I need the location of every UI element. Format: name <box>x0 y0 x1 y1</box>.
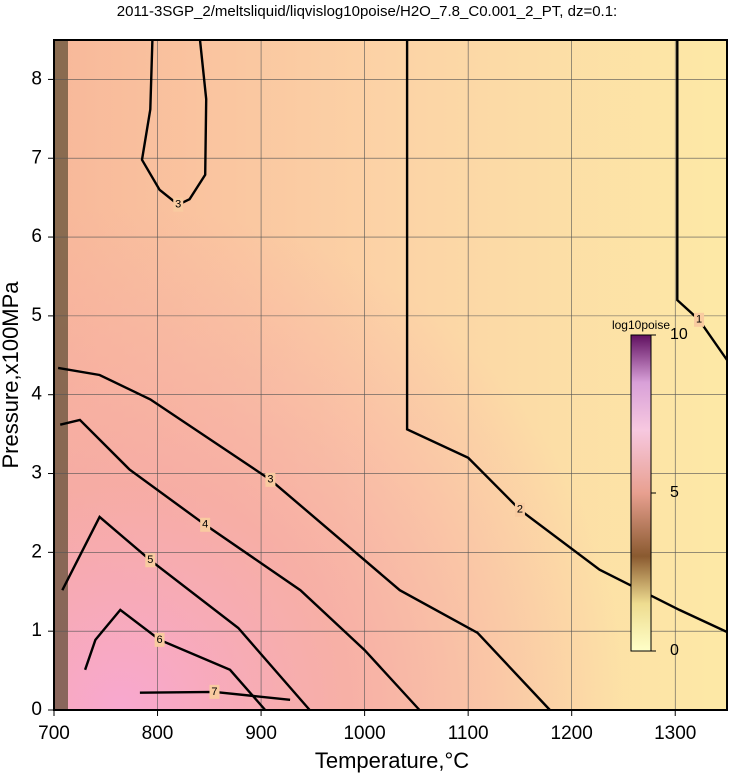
contour-label-bg <box>514 502 525 517</box>
colorbar <box>630 334 652 652</box>
x-tick-label: 900 <box>245 723 277 744</box>
x-tick-label: 800 <box>142 723 174 744</box>
y-tick-label: 5 <box>31 305 42 326</box>
contour-label-bg <box>265 472 276 487</box>
x-tick-label: 1000 <box>343 723 385 744</box>
contour-label-bg <box>209 684 220 699</box>
left-band <box>54 40 68 710</box>
contour-label: 4 <box>202 519 208 531</box>
y-axis-label: Pressure,x100MPa <box>0 281 23 469</box>
y-tick-label: 6 <box>31 226 42 247</box>
contour-line <box>83 608 267 711</box>
plot-shading <box>54 40 727 710</box>
x-axis-label: Temperature,°C <box>315 748 469 773</box>
contour-label: 7 <box>211 686 217 698</box>
x-tick-label: 700 <box>38 723 70 744</box>
y-tick-label: 3 <box>31 463 42 484</box>
colorbar-tick-label: 0 <box>670 642 679 659</box>
contour-label: 3 <box>175 199 181 211</box>
colorbar-label: log10poise <box>612 318 670 332</box>
y-tick-label: 2 <box>31 541 42 562</box>
chart-title: 2011-3SGP_2/meltsliquid/liqvislog10poise… <box>117 3 617 20</box>
contour-label-bg <box>145 553 156 568</box>
contour-label-bg <box>200 517 211 532</box>
contour-label: 2 <box>517 504 523 516</box>
contour-label-bg <box>694 312 705 327</box>
y-tick-label: 1 <box>31 620 42 641</box>
y-tick-label: 7 <box>31 147 42 168</box>
colorbar-tick-label: 5 <box>670 484 679 501</box>
plot-frame <box>53 39 728 711</box>
contour-label: 3 <box>267 474 273 486</box>
colorbar-tick-label: 10 <box>670 326 688 343</box>
contour-line <box>676 40 728 361</box>
x-tick-label: 1200 <box>551 723 593 744</box>
x-tick-label: 1300 <box>654 723 696 744</box>
contour-label-bg <box>154 632 165 647</box>
contour-label: 1 <box>696 314 702 326</box>
y-tick-label: 4 <box>31 384 42 405</box>
x-tick-label: 1100 <box>448 723 489 744</box>
y-tick-label: 8 <box>31 68 42 89</box>
contour-label: 5 <box>147 554 153 566</box>
contour-label-bg <box>173 197 184 212</box>
y-tick-label: 0 <box>31 699 42 720</box>
contour-label: 6 <box>157 634 163 646</box>
